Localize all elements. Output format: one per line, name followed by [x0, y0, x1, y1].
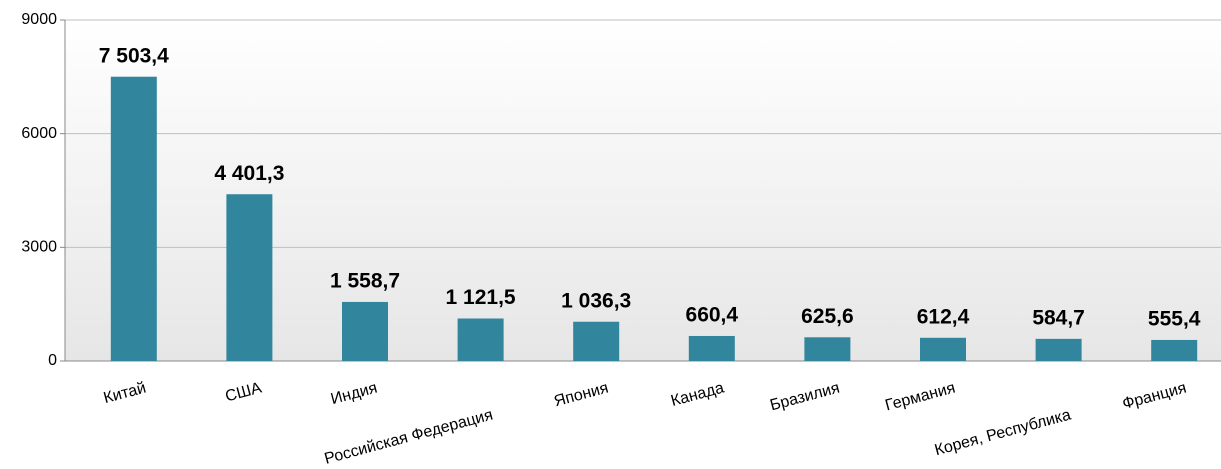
- x-tick-label: США: [223, 379, 263, 405]
- x-tick-label: Япония: [552, 380, 610, 411]
- bar: [688, 335, 735, 361]
- x-tick-label: Франция: [1121, 380, 1189, 413]
- value-label: 660,4: [686, 304, 739, 327]
- x-tick-label: Российская Федерация: [323, 407, 495, 468]
- x-tick-label: Канада: [669, 379, 726, 409]
- value-label: 4 401,3: [214, 162, 284, 185]
- value-label: 612,4: [917, 305, 970, 328]
- x-tick-label: Китай: [102, 380, 148, 408]
- value-label: 584,7: [1032, 306, 1085, 329]
- y-tick-label: 3000: [21, 239, 57, 256]
- y-tick-label: 6000: [21, 125, 57, 142]
- bar: [342, 301, 388, 361]
- y-tick-label: 0: [48, 352, 57, 369]
- bar: [110, 76, 157, 361]
- bar: [920, 337, 966, 361]
- bar: [457, 318, 504, 361]
- bar: [1151, 339, 1198, 361]
- y-tick-label: 9000: [21, 11, 57, 28]
- value-label: 1 036,3: [561, 289, 631, 312]
- bar: [804, 337, 851, 361]
- value-label: 1 121,5: [446, 286, 516, 309]
- value-label: 625,6: [801, 305, 854, 328]
- x-tick-label: Германия: [883, 380, 957, 415]
- x-tick-label: Индия: [329, 380, 379, 409]
- x-tick-label: Корея, Республика: [933, 406, 1073, 459]
- x-tick-label: Бразилия: [768, 380, 841, 415]
- value-label: 1 558,7: [330, 269, 400, 292]
- bar: [226, 194, 273, 361]
- value-label: 7 503,4: [99, 44, 169, 67]
- bar: [1035, 338, 1082, 361]
- value-label: 555,4: [1148, 308, 1201, 331]
- bar: [573, 321, 620, 361]
